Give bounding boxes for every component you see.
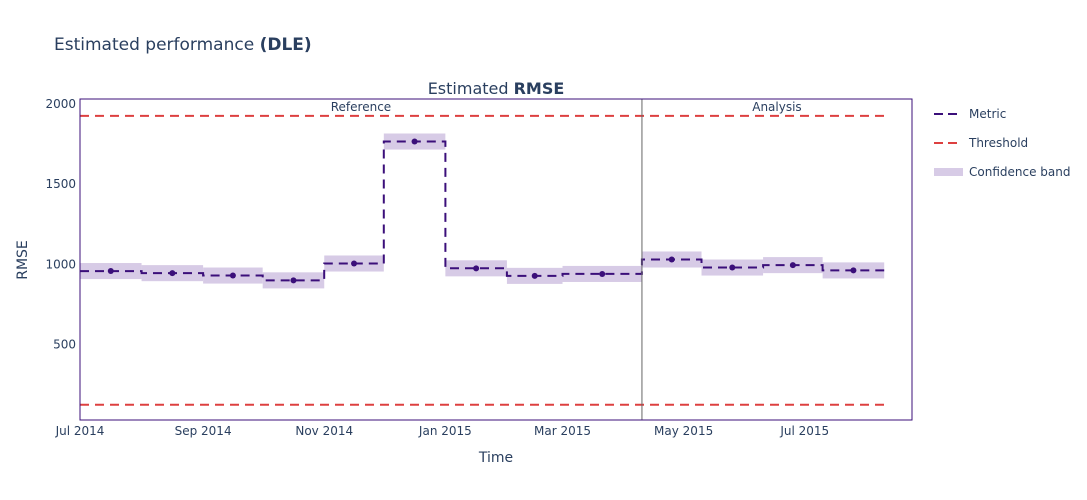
metric-point-4	[351, 260, 358, 267]
x-tick-label-1: Sep 2014	[175, 424, 232, 438]
y-tick-label-3: 2000	[45, 97, 76, 111]
metric-point-3	[290, 277, 297, 284]
y-tick-label-0: 500	[53, 338, 76, 352]
region-label-reference: Reference	[331, 100, 391, 114]
metric-line	[80, 140, 885, 282]
legend-label-band: Confidence band	[969, 165, 1070, 179]
x-tick-label-3: Jan 2015	[418, 424, 472, 438]
figure-title-bold: (DLE)	[260, 35, 312, 55]
metric-point-7	[531, 272, 538, 279]
figure-title: Estimated performance (DLE)	[54, 35, 312, 55]
chart-subtitle-prefix: Estimated	[428, 79, 514, 98]
metric-point-11	[789, 262, 796, 269]
chart-subtitle: Estimated RMSE	[428, 79, 565, 98]
x-axis-title: Time	[478, 450, 513, 466]
metric-point-2	[229, 272, 236, 279]
chart-subtitle-bold: RMSE	[514, 79, 565, 98]
metric-point-12	[850, 267, 857, 274]
legend: Metric Threshold Confidence band	[934, 107, 1070, 179]
plot-area: Reference Analysis 500 1000 1500 2000 Jul 2014…	[45, 97, 913, 438]
metric-point-10	[729, 264, 736, 271]
legend-label-threshold: Threshold	[968, 136, 1028, 150]
plot-frame	[79, 98, 913, 421]
metric-point-8	[599, 270, 606, 277]
metric-point-6	[473, 265, 480, 272]
metric-point-0	[107, 268, 114, 275]
legend-label-metric: Metric	[969, 107, 1006, 121]
x-tick-label-2: Nov 2014	[295, 424, 353, 438]
metric-point-9	[668, 256, 675, 263]
x-tick-label-6: Jul 2015	[779, 424, 829, 438]
y-tick-label-2: 1500	[45, 177, 76, 191]
metric-point-1	[169, 270, 176, 277]
region-label-analysis: Analysis	[752, 100, 801, 114]
legend-swatch-band	[934, 168, 963, 176]
x-tick-label-0: Jul 2014	[55, 424, 105, 438]
x-tick-label-4: Mar 2015	[534, 424, 591, 438]
y-axis-title: RMSE	[15, 240, 31, 280]
metric-point-5	[411, 138, 418, 145]
y-tick-label-1: 1000	[45, 257, 76, 271]
figure-title-prefix: Estimated performance	[54, 35, 260, 55]
x-tick-label-5: May 2015	[654, 424, 713, 438]
